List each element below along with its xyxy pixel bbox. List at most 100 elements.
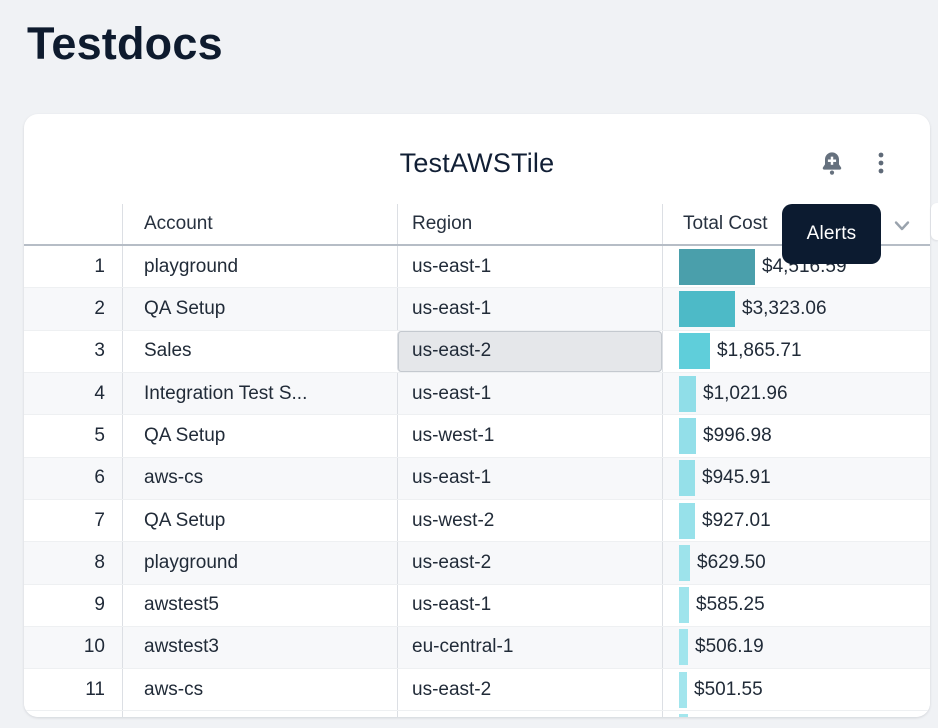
- account-cell[interactable]: awstest5: [122, 584, 397, 626]
- total-cost-cell[interactable]: $501.55: [662, 669, 930, 711]
- table-row[interactable]: 8 playground us-east-2 $629.50: [24, 542, 930, 585]
- column-menu-button[interactable]: [893, 217, 913, 235]
- total-cost-cell[interactable]: $1,021.96: [662, 372, 930, 415]
- region-cell[interactable]: us-west-1: [397, 415, 662, 457]
- cost-value: $3,323.06: [742, 297, 827, 319]
- kebab-menu-icon: [869, 150, 893, 178]
- table-header-row: Account Region Total Cost: [24, 204, 930, 246]
- total-cost-cell[interactable]: $945.91: [662, 457, 930, 499]
- cost-value: $1,865.71: [717, 340, 802, 362]
- region-cell[interactable]: us-east-1: [397, 584, 662, 626]
- tile-menu-button[interactable]: [868, 148, 894, 180]
- region-cell[interactable]: us-east-1: [397, 457, 662, 499]
- row-index: 9: [94, 594, 105, 616]
- account-cell[interactable]: aws-cs: [122, 669, 397, 711]
- account-cell[interactable]: awstest3: [122, 626, 397, 669]
- region-cell[interactable]: eu-central-1: [397, 626, 662, 669]
- total-cost-cell[interactable]: $996.98: [662, 415, 930, 457]
- page-title: Testdocs: [27, 18, 223, 69]
- region-cell[interactable]: us-east-2: [397, 669, 662, 711]
- cost-bar: [679, 714, 688, 717]
- account-cell[interactable]: aws-cs: [122, 457, 397, 499]
- region-cell[interactable]: us-east-2: [397, 330, 662, 372]
- cost-bar: [679, 460, 695, 497]
- table-body: 1 playground us-east-1 $4,516.59 2 QA Se…: [24, 246, 930, 717]
- alerts-button[interactable]: [816, 148, 848, 180]
- region-cell[interactable]: us-east-1: [397, 372, 662, 415]
- region-cell[interactable]: us-west-2: [397, 499, 662, 542]
- column-header-index: [24, 204, 122, 244]
- region-cell[interactable]: us-east-2: [397, 542, 662, 584]
- cost-bar: [679, 544, 690, 581]
- cost-value: $927.01: [702, 509, 771, 531]
- row-index: 5: [94, 424, 105, 446]
- cost-value: $945.91: [702, 467, 771, 489]
- column-header-total-cost[interactable]: Total Cost: [662, 204, 930, 244]
- account-cell[interactable]: playground: [122, 542, 397, 584]
- total-cost-cell[interactable]: [662, 711, 930, 717]
- row-index: 10: [83, 636, 105, 658]
- cost-value: $996.98: [703, 424, 772, 446]
- table-row[interactable]: 5 QA Setup us-west-1 $996.98: [24, 415, 930, 458]
- table-row[interactable]: [24, 711, 930, 717]
- account-cell[interactable]: QA Setup: [122, 499, 397, 542]
- row-index: 11: [85, 678, 105, 700]
- total-cost-cell[interactable]: $927.01: [662, 499, 930, 542]
- cost-bar: [679, 417, 696, 454]
- total-cost-cell[interactable]: $3,323.06: [662, 288, 930, 330]
- chevron-down-icon: [893, 218, 913, 234]
- table-row[interactable]: 4 Integration Test S... us-east-1 $1,021…: [24, 372, 930, 416]
- row-index: [24, 711, 122, 717]
- table-row[interactable]: 9 awstest5 us-east-1 $585.25: [24, 584, 930, 627]
- account-cell[interactable]: QA Setup: [122, 288, 397, 330]
- tile-title: TestAWSTile: [399, 147, 555, 178]
- cost-value: $506.19: [695, 636, 764, 658]
- region-cell[interactable]: us-east-1: [397, 246, 662, 288]
- table-row[interactable]: 10 awstest3 eu-central-1 $506.19: [24, 626, 930, 670]
- table-row[interactable]: 1 playground us-east-1 $4,516.59: [24, 246, 930, 289]
- alerts-tooltip: Alerts: [782, 204, 881, 264]
- row-index: 7: [94, 509, 105, 531]
- table-row[interactable]: 2 QA Setup us-east-1 $3,323.06: [24, 288, 930, 331]
- table-row[interactable]: 3 Sales us-east-2 $1,865.71: [24, 330, 930, 373]
- cost-value: $629.50: [697, 551, 766, 573]
- table-row[interactable]: 11 aws-cs us-east-2 $501.55: [24, 669, 930, 712]
- total-cost-cell[interactable]: $1,865.71: [662, 330, 930, 372]
- tile-card: TestAWSTile A: [24, 114, 930, 717]
- cost-bar: [679, 587, 689, 624]
- row-index: 4: [94, 382, 105, 404]
- table-row[interactable]: 6 aws-cs us-east-1 $945.91: [24, 457, 930, 500]
- total-cost-cell[interactable]: $4,516.59: [662, 246, 930, 288]
- column-header-region[interactable]: Region: [397, 204, 662, 244]
- tile-header: TestAWSTile: [24, 114, 930, 204]
- total-cost-cell[interactable]: $585.25: [662, 584, 930, 626]
- account-cell[interactable]: Sales: [122, 330, 397, 372]
- row-index: 3: [94, 340, 105, 362]
- total-cost-cell[interactable]: $506.19: [662, 626, 930, 669]
- cost-bar: [679, 671, 687, 708]
- row-index: 8: [94, 551, 105, 573]
- bell-plus-icon: [818, 150, 846, 178]
- region-cell[interactable]: [397, 711, 662, 717]
- cost-bar: [679, 375, 696, 412]
- cost-bar: [679, 290, 735, 327]
- cost-bar: [679, 248, 755, 285]
- account-cell[interactable]: Integration Test S...: [122, 372, 397, 415]
- cutoff-element: [931, 203, 938, 240]
- table-row[interactable]: 7 QA Setup us-west-2 $927.01: [24, 499, 930, 543]
- row-index: 2: [94, 297, 105, 319]
- total-cost-cell[interactable]: $629.50: [662, 542, 930, 584]
- cost-bar: [679, 333, 710, 370]
- cost-bar: [679, 629, 688, 666]
- column-header-account[interactable]: Account: [122, 204, 397, 244]
- cost-bar: [679, 502, 695, 539]
- account-cell[interactable]: [122, 711, 397, 717]
- row-index: 6: [94, 467, 105, 489]
- row-index: 1: [94, 255, 105, 277]
- account-cell[interactable]: playground: [122, 246, 397, 288]
- cost-value: $501.55: [694, 678, 763, 700]
- cost-value: $585.25: [696, 594, 765, 616]
- account-cell[interactable]: QA Setup: [122, 415, 397, 457]
- region-cell[interactable]: us-east-1: [397, 288, 662, 330]
